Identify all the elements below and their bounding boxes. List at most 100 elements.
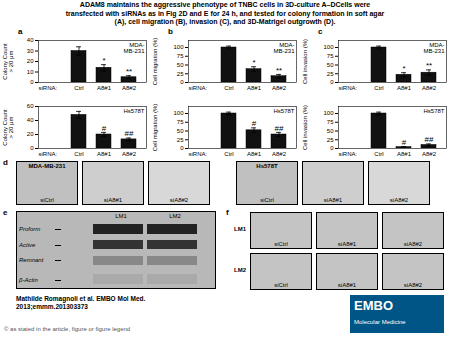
svg-text:25: 25: [327, 137, 334, 143]
svg-text:##: ##: [125, 129, 134, 138]
svg-text:0: 0: [30, 145, 34, 151]
svg-text:75: 75: [177, 53, 184, 59]
svg-text:siRNA:: siRNA:: [339, 151, 358, 157]
svg-text:10: 10: [27, 69, 34, 75]
svg-text:A8#1: A8#1: [397, 85, 412, 91]
svg-text:0: 0: [180, 79, 184, 85]
html-text:siA8#2: siA8#2: [403, 241, 423, 247]
html-text:MDA-MB-231: MDA-MB-231: [28, 163, 66, 169]
svg-text:20: 20: [27, 131, 34, 137]
svg-text:A8#2: A8#2: [422, 151, 437, 157]
html-text:LM1: LM1: [115, 213, 127, 219]
svg-text:siRNA:: siRNA:: [189, 151, 208, 157]
html-text:Proform: Proform: [19, 226, 41, 233]
html-text:LM2: LM2: [169, 213, 181, 219]
svg-text:25: 25: [177, 71, 184, 77]
svg-text:Cell migration (%): Cell migration (%): [152, 38, 158, 86]
svg-text:A8#1: A8#1: [97, 151, 112, 157]
svg-text:75: 75: [327, 53, 334, 59]
svg-text:siRNA:: siRNA:: [39, 85, 58, 91]
svg-text:100: 100: [323, 44, 334, 50]
html-text:EMBO: EMBO: [354, 298, 393, 313]
svg-text:Hs578T: Hs578T: [423, 108, 444, 114]
svg-text:siRNA:: siRNA:: [339, 85, 358, 91]
html-text:Active: Active: [19, 241, 36, 248]
svg-text:Ctrl: Ctrl: [374, 85, 383, 91]
svg-text:Cell invasion (%): Cell invasion (%): [302, 105, 308, 150]
html-text:ADAM8 maintains the aggressive: ADAM8 maintains the aggressive phenotype…: [65, 1, 385, 25]
svg-text:A8#2: A8#2: [272, 85, 287, 91]
svg-text:MDA-MB-231: MDA-MB-231: [273, 42, 295, 54]
svg-text:50: 50: [327, 128, 334, 134]
svg-text:#: #: [402, 138, 407, 147]
svg-text:Colony Count> 20 μm: Colony Count> 20 μm: [2, 109, 14, 146]
svg-text:#: #: [102, 124, 107, 133]
svg-text:75: 75: [327, 119, 334, 125]
svg-text:*: *: [252, 58, 255, 67]
svg-text:40: 40: [27, 37, 34, 43]
svg-text:75: 75: [177, 119, 184, 125]
svg-text:100: 100: [173, 44, 184, 50]
svg-text:A8#2: A8#2: [122, 151, 137, 157]
svg-text:A8#1: A8#1: [397, 151, 412, 157]
svg-text:Hs578T: Hs578T: [123, 108, 144, 114]
html-text:Mathilde Romagnoli et al. EMBO: Mathilde Romagnoli et al. EMBO Mol Med. …: [16, 295, 146, 310]
svg-text:MDA-MB-231: MDA-MB-231: [423, 42, 445, 54]
svg-text:0: 0: [330, 79, 334, 85]
svg-text:100: 100: [173, 110, 184, 116]
html-text:siA8#1: siA8#1: [103, 197, 123, 203]
svg-text:60: 60: [27, 103, 34, 109]
html-text:siA8#2: siA8#2: [169, 197, 189, 203]
html-text:siCtrl: siCtrl: [274, 241, 288, 247]
svg-text:**: **: [126, 67, 132, 76]
svg-text:**: **: [426, 61, 432, 70]
svg-text:50: 50: [177, 128, 184, 134]
svg-text:0: 0: [330, 145, 334, 151]
svg-text:Ctrl: Ctrl: [74, 85, 83, 91]
svg-text:Cell migration (%): Cell migration (%): [152, 104, 158, 152]
svg-text:siRNA:: siRNA:: [189, 85, 208, 91]
svg-text:Colony Count> 20 μm: Colony Count> 20 μm: [2, 43, 14, 80]
svg-text:A8#1: A8#1: [247, 85, 262, 91]
html-text:siA8#1: siA8#1: [323, 197, 343, 203]
svg-text:siRNA:: siRNA:: [39, 151, 58, 157]
svg-text:*: *: [102, 56, 105, 65]
svg-text:0: 0: [30, 79, 34, 85]
svg-text:#: #: [252, 119, 257, 128]
svg-text:A8#1: A8#1: [247, 151, 262, 157]
html-text:Remnant: Remnant: [19, 257, 44, 264]
svg-text:Ctrl: Ctrl: [224, 151, 233, 157]
svg-text:0: 0: [180, 145, 184, 151]
svg-text:MDA-MB-231: MDA-MB-231: [123, 42, 145, 54]
html-text:LM2: LM2: [234, 267, 246, 273]
svg-text:A8#2: A8#2: [422, 85, 437, 91]
svg-text:25: 25: [177, 137, 184, 143]
html-text:siA8#1: siA8#1: [337, 241, 357, 247]
svg-text:Ctrl: Ctrl: [374, 151, 383, 157]
svg-text:##: ##: [425, 135, 434, 144]
html-text:β-Actin: β-Actin: [19, 276, 38, 283]
svg-text:**: **: [276, 66, 282, 75]
svg-text:##: ##: [275, 124, 284, 133]
svg-text:Ctrl: Ctrl: [224, 85, 233, 91]
svg-text:25: 25: [327, 71, 334, 77]
html-text:Hs578T: Hs578T: [256, 163, 278, 169]
svg-text:Cell invasion (%): Cell invasion (%): [302, 39, 308, 84]
html-text:siCtrl: siCtrl: [260, 197, 274, 203]
html-text:siCtrl: siCtrl: [40, 197, 54, 203]
svg-text:*: *: [402, 64, 405, 73]
html-text:siCtrl: siCtrl: [274, 282, 288, 288]
svg-text:30: 30: [27, 48, 34, 54]
svg-text:100: 100: [323, 110, 334, 116]
svg-text:A8#2: A8#2: [122, 85, 137, 91]
svg-text:50: 50: [327, 62, 334, 68]
svg-text:50: 50: [177, 62, 184, 68]
svg-text:20: 20: [27, 58, 34, 64]
html-text:siA8#2: siA8#2: [389, 197, 409, 203]
svg-text:Ctrl: Ctrl: [74, 151, 83, 157]
svg-text:A8#1: A8#1: [97, 85, 112, 91]
html-text:LM1: LM1: [234, 226, 246, 232]
svg-text:A8#2: A8#2: [272, 151, 287, 157]
svg-text:40: 40: [27, 117, 34, 123]
svg-text:Hs578T: Hs578T: [273, 108, 294, 114]
